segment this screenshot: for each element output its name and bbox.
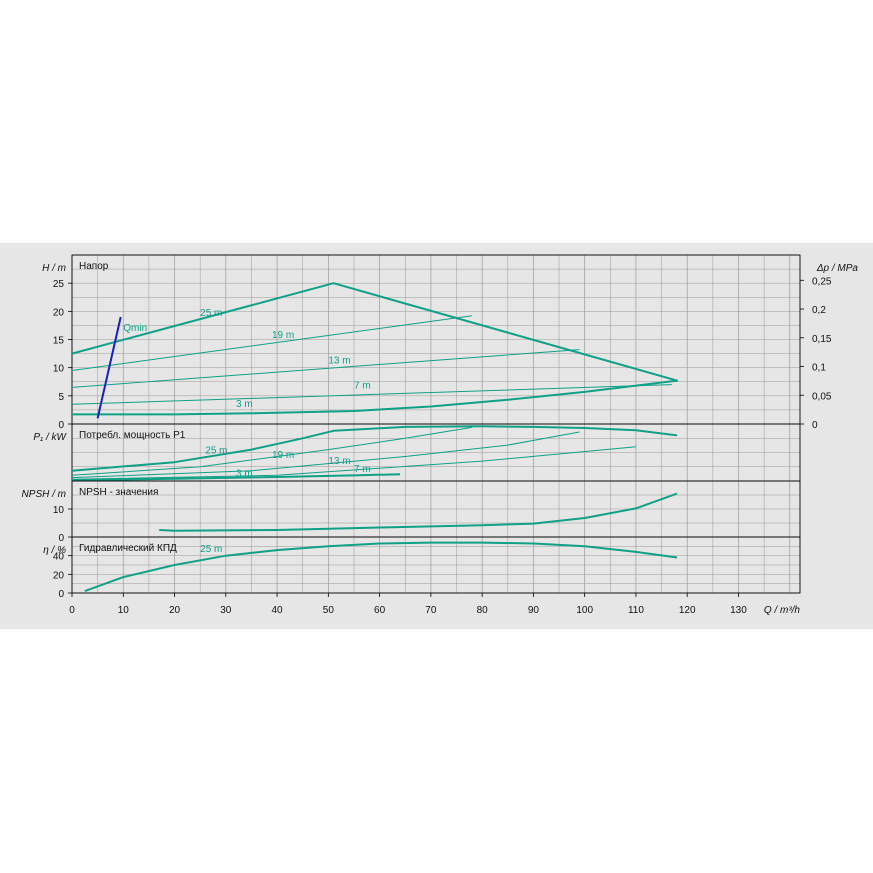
right-axis-label: Δp / MPa: [816, 263, 859, 274]
xtick-label: 10: [118, 605, 130, 616]
right-tick-label: 0,2: [812, 305, 826, 316]
ytick-label-head: 5: [58, 392, 64, 403]
series-line-power-2: [71, 431, 580, 479]
xtick-label: 60: [374, 605, 386, 616]
series-label-power: 19 m: [272, 450, 294, 461]
series-line-power-4: [71, 473, 401, 482]
ytick-label-npsh: 0: [58, 533, 64, 544]
ytick-label-head: 15: [53, 336, 65, 347]
panel-title-power: Потребл. мощность P1: [79, 429, 186, 441]
xtick-label: 70: [425, 605, 437, 616]
series-label-head: 13 m: [328, 356, 350, 367]
ylabel-head: H / m: [42, 263, 66, 274]
series-label-head: 19 m: [272, 330, 294, 341]
series-label-head: Qmin: [123, 323, 147, 334]
ylabel-power: P₁ / kW: [33, 432, 67, 443]
chart-background: [0, 243, 873, 629]
panel-title-npsh: NPSH - значения: [79, 487, 158, 498]
right-tick-label: 0: [812, 420, 818, 431]
xtick-label: 120: [679, 605, 696, 616]
xtick-label: 20: [169, 605, 181, 616]
panel-title-head: Напор: [79, 261, 109, 272]
panel-title-efficiency: Гидравлический КПД: [79, 543, 177, 554]
xtick-label: 80: [477, 605, 489, 616]
series-label-head: 3 m: [236, 399, 253, 410]
series-line-head-4: [72, 379, 678, 416]
right-tick-label: 0,1: [812, 363, 826, 374]
xtick-label: 40: [272, 605, 284, 616]
series-line-efficiency-0: [84, 541, 678, 593]
series-label-power: 25 m: [205, 446, 227, 457]
series-label-power: 7 m: [354, 464, 371, 475]
ytick-label-head: 0: [58, 420, 64, 431]
series-line-power-3: [71, 446, 636, 480]
series-line-head-3: [71, 384, 672, 405]
series-line-head-1: [71, 315, 472, 371]
right-tick-label: 0,15: [812, 334, 832, 345]
xtick-label: 100: [576, 605, 593, 616]
right-tick-label: 0,05: [812, 391, 832, 402]
xtick-label: 0: [69, 605, 75, 616]
series-label-power: 13 m: [328, 456, 350, 467]
series-line-head-2: [71, 349, 580, 388]
xtick-label: 110: [628, 605, 644, 616]
x-axis-label: Q / m³/h: [764, 605, 801, 616]
series-line-power-0: [71, 425, 678, 472]
ylabel-npsh: NPSH / m: [22, 489, 66, 500]
series-line-power-1: [71, 426, 472, 476]
ytick-label-head: 10: [53, 364, 65, 375]
series-label-power: 3 m: [236, 468, 253, 479]
xtick-label: 50: [323, 605, 335, 616]
panel-frame-efficiency: [71, 536, 801, 594]
xtick-label: 130: [730, 605, 747, 616]
series-label-head: 25 m: [200, 308, 222, 319]
xtick-label: 90: [528, 605, 540, 616]
series-label-efficiency: 25 m: [200, 544, 222, 555]
ylabel-efficiency: η / %: [43, 545, 66, 556]
ytick-label-efficiency: 40: [53, 552, 65, 563]
series-line-npsh-0: [159, 492, 678, 532]
ytick-label-efficiency: 0: [58, 589, 64, 600]
ytick-label-efficiency: 20: [53, 570, 65, 581]
ytick-label-head: 20: [53, 307, 65, 318]
series-label-head: 7 m: [354, 381, 371, 392]
xtick-label: 30: [220, 605, 232, 616]
ytick-label-head: 25: [53, 279, 65, 290]
series-line-head-5: [96, 316, 122, 419]
right-tick-label: 0,25: [812, 276, 832, 287]
ytick-label-npsh: 10: [53, 505, 65, 516]
